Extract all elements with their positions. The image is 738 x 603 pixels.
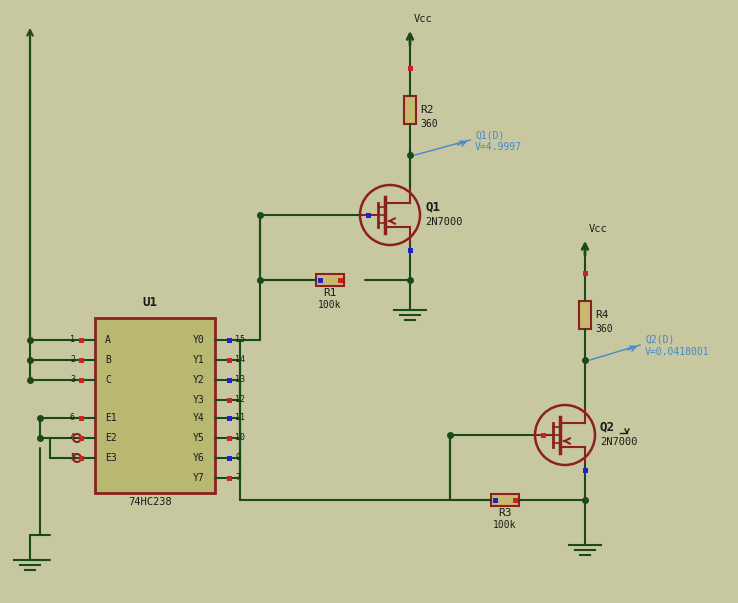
FancyBboxPatch shape [407,66,413,71]
Text: E3: E3 [105,453,117,463]
Text: 2: 2 [70,355,75,364]
FancyBboxPatch shape [78,377,83,382]
Text: R1: R1 [323,288,337,298]
Text: 11: 11 [235,412,245,421]
Text: 9: 9 [235,452,240,461]
Text: Y4: Y4 [193,413,205,423]
Text: Vcc: Vcc [414,14,432,24]
Text: Y7: Y7 [193,473,205,483]
FancyBboxPatch shape [227,415,232,420]
Text: 15: 15 [235,335,245,344]
Text: Y5: Y5 [193,433,205,443]
Text: 2N7000: 2N7000 [425,217,463,227]
FancyBboxPatch shape [407,247,413,253]
Text: Y1: Y1 [193,355,205,365]
Text: Q1: Q1 [425,200,440,213]
FancyBboxPatch shape [365,212,370,218]
Text: 6: 6 [70,412,75,421]
Text: V=0.0418001: V=0.0418001 [645,347,710,357]
Text: 74HC238: 74HC238 [128,497,172,507]
Text: 10: 10 [235,432,245,441]
FancyBboxPatch shape [227,435,232,441]
Text: Q2: Q2 [600,420,615,433]
Text: 100k: 100k [318,300,342,310]
Text: U1: U1 [142,296,157,309]
FancyBboxPatch shape [78,358,83,362]
Text: Y6: Y6 [193,453,205,463]
Text: Y2: Y2 [193,375,205,385]
FancyBboxPatch shape [227,397,232,402]
Text: R2: R2 [420,105,433,115]
Text: 14: 14 [235,355,245,364]
Text: 12: 12 [235,394,245,403]
FancyBboxPatch shape [404,96,416,124]
FancyBboxPatch shape [78,455,83,461]
Text: R4: R4 [595,310,609,320]
Text: V=4.9997: V=4.9997 [475,142,522,152]
FancyBboxPatch shape [78,415,83,420]
Text: 360: 360 [595,324,613,334]
Text: Q1(D): Q1(D) [475,130,504,140]
Text: 13: 13 [235,374,245,384]
FancyBboxPatch shape [492,497,497,502]
Text: Y0: Y0 [193,335,205,345]
Text: 3: 3 [70,374,75,384]
FancyBboxPatch shape [95,318,215,493]
Text: Y3: Y3 [193,395,205,405]
Text: A: A [105,335,111,345]
FancyBboxPatch shape [582,467,587,473]
FancyBboxPatch shape [227,377,232,382]
Circle shape [360,185,420,245]
FancyBboxPatch shape [78,338,83,343]
FancyBboxPatch shape [337,277,342,282]
FancyBboxPatch shape [491,494,519,506]
Text: B: B [105,355,111,365]
FancyBboxPatch shape [540,432,545,438]
Text: 7: 7 [235,473,240,482]
Text: C: C [105,375,111,385]
FancyBboxPatch shape [78,435,83,441]
Text: R3: R3 [498,508,511,518]
Text: E1: E1 [105,413,117,423]
FancyBboxPatch shape [78,358,83,362]
Circle shape [535,405,595,465]
FancyBboxPatch shape [227,455,232,461]
Text: 4: 4 [70,432,75,441]
FancyBboxPatch shape [227,358,232,362]
FancyBboxPatch shape [317,277,323,282]
FancyBboxPatch shape [227,338,232,343]
FancyBboxPatch shape [579,301,591,329]
Text: Vcc: Vcc [589,224,608,234]
FancyBboxPatch shape [582,271,587,276]
Text: 360: 360 [420,119,438,129]
Text: Q2(D): Q2(D) [645,335,675,345]
Text: 5: 5 [70,452,75,461]
Text: E2: E2 [105,433,117,443]
Text: 2N7000: 2N7000 [600,437,638,447]
FancyBboxPatch shape [512,497,517,502]
FancyBboxPatch shape [227,476,232,481]
Text: 1: 1 [70,335,75,344]
FancyBboxPatch shape [78,338,83,343]
Text: 100k: 100k [493,520,517,530]
FancyBboxPatch shape [78,377,83,382]
FancyBboxPatch shape [316,274,344,286]
